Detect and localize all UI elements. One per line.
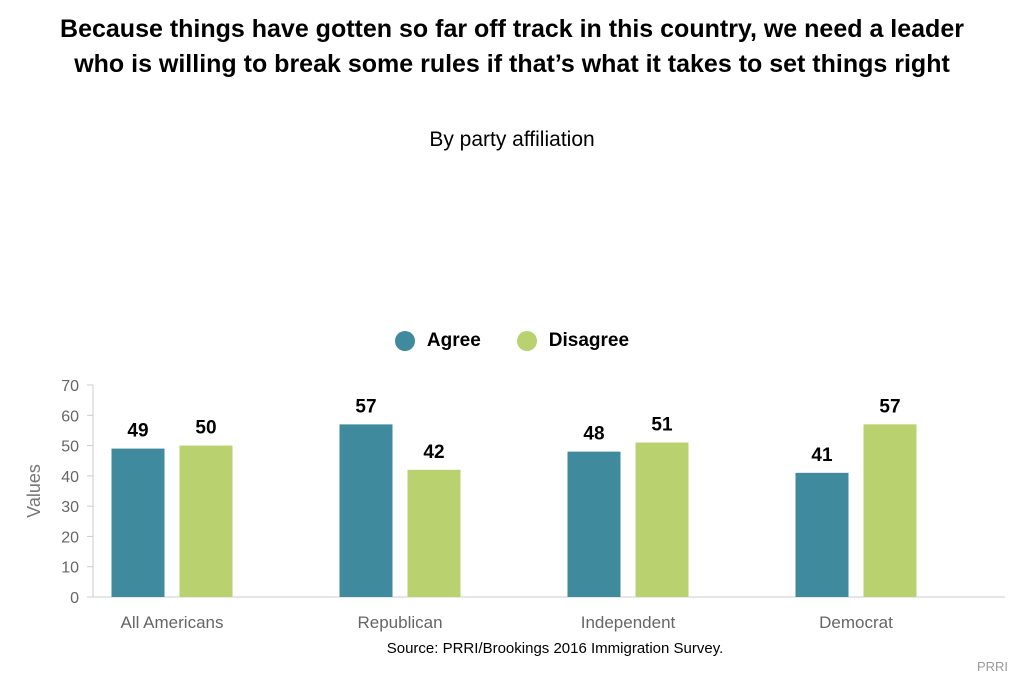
legend: Agree Disagree [0,330,1024,352]
data-label: 48 [583,424,604,445]
bar-disagree-democrat [863,424,917,597]
x-tick-label: All Americans [121,613,224,632]
x-tick-label: Independent [581,613,676,632]
data-label: 51 [651,415,673,436]
y-tick-label: 60 [61,408,79,425]
y-tick-label: 70 [61,378,79,395]
bar-disagree-republican [407,469,461,597]
bar-agree-democrat [795,472,849,597]
y-tick-label: 30 [61,499,79,516]
x-tick-label: Republican [357,613,442,632]
data-label: 41 [811,445,833,466]
y-tick-label: 40 [61,469,79,486]
y-tick-label: 50 [61,439,79,456]
credit-label: PRRI [976,659,1008,674]
legend-item-disagree[interactable]: Disagree [516,330,630,352]
chart-title: Because things have gotten so far off tr… [60,15,964,78]
y-tick-label: 10 [61,560,79,577]
bar-agree-republican [339,424,393,597]
legend-swatch-agree [394,331,415,351]
y-axis-title: Values [24,464,44,518]
legend-swatch-disagree [516,331,537,351]
data-label: 49 [127,421,148,442]
legend-label-disagree: Disagree [548,330,630,351]
data-label: 57 [879,396,900,417]
source-note: Source: PRRI/Brookings 2016 Immigration … [386,640,724,657]
data-label: 42 [423,442,444,463]
y-tick-label: 20 [61,529,79,546]
x-tick-label: Democrat [819,613,893,632]
legend-item-agree[interactable]: Agree [394,330,481,352]
bar-disagree-independent [635,442,689,597]
y-tick-label: 0 [70,590,79,607]
chart-subtitle: By party affiliation [429,128,595,151]
legend-label-agree: Agree [426,330,481,351]
bar-agree-all-americans [111,448,165,597]
bar-agree-independent [567,451,621,597]
data-label: 57 [355,396,376,417]
bar-disagree-all-americans [179,445,233,597]
data-label: 50 [195,418,216,439]
